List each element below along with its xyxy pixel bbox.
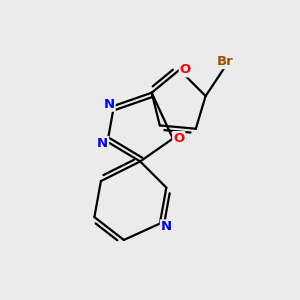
Text: N: N — [97, 137, 108, 150]
Text: O: O — [180, 63, 191, 76]
Text: N: N — [103, 98, 115, 111]
Text: Br: Br — [217, 55, 234, 68]
Text: N: N — [161, 220, 172, 233]
Text: O: O — [173, 132, 184, 145]
